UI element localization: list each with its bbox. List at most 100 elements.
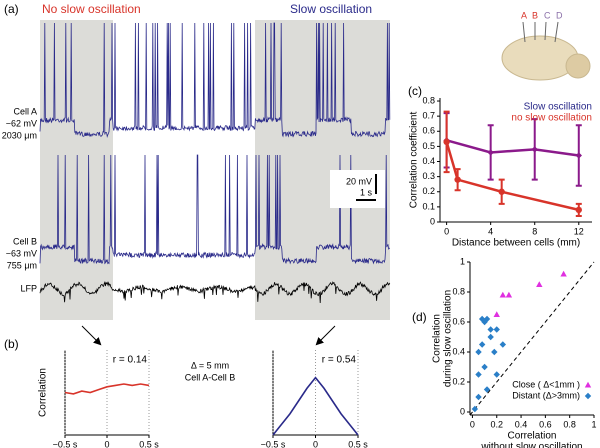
x-tick-label: 0.6 [539,419,552,429]
x-tick-label: 0.5 s [348,439,368,448]
point [498,188,505,195]
point [487,333,494,341]
line [445,141,580,212]
x-tick-label: 4 [488,226,493,236]
x-axis-label: Distance between cells (mm) [452,238,580,249]
point [483,386,491,393]
point [481,363,488,371]
y-tick-label: 0.5 [422,141,435,151]
y-tick-label: 0.8 [422,95,435,105]
x-axis-label: without slow oscillation [480,442,582,448]
point [475,393,482,401]
electrode-label: B [532,10,538,20]
x-axis-label: Correlation [508,431,557,442]
cell-label: −63 mV [6,248,37,258]
trace [39,22,391,139]
brain [501,35,579,81]
x-tick-label: 12 [574,226,584,236]
y-tick-label: 0 [460,406,465,416]
delta-label: Δ = 5 mm [191,360,229,370]
y-tick-label: 0.4 [422,156,435,166]
point [493,326,500,333]
cell-label: 755 μm [7,260,37,270]
x-tick-label: 0 [444,226,449,236]
x-tick-label: 0 [104,439,109,448]
x-tick-label: 0 [470,419,475,429]
y-tick-label: 1 [460,256,465,266]
point [560,270,567,277]
x-tick-label: 1 [591,419,596,429]
point [487,149,494,156]
x-tick-label: 0.2 [490,419,503,429]
y-tick-label: 0.6 [422,126,435,136]
point [491,348,498,356]
electrode-label: A [521,10,527,20]
electrode [554,21,559,43]
y-tick-label: 0.2 [422,186,435,196]
y-tick-label: 0.1 [422,201,435,211]
arrow [81,325,102,346]
x-tick-label: 0 [313,439,318,448]
x-tick-label: 0.5 s [139,439,159,448]
y-axis-label: Correlation [38,368,49,417]
point [475,348,482,356]
x-tick-label: −0.5 s [53,439,78,448]
point [505,291,513,298]
arrow [315,325,336,346]
point [483,315,491,323]
line [446,139,579,157]
legend-marker [584,392,592,400]
electrode-label: D [556,10,563,20]
line [272,376,359,436]
y-tick-label: 0.6 [452,316,465,326]
delta-label: Cell A-Cell B [185,372,236,382]
panel-label: (c) [408,84,422,98]
point [443,138,450,146]
point [499,291,507,298]
scale-label: 20 mV [346,176,372,186]
legend-marker [584,381,592,388]
point [478,315,486,323]
electrode-label: C [544,10,551,20]
point [575,152,582,159]
scale-label: 1 s [360,187,373,197]
y-axis-label: Correlation [432,314,443,363]
trace [39,280,391,304]
lfp-label: LFP [20,283,37,293]
point [499,341,507,348]
traces [39,22,391,304]
annotation: r = 0.14 [113,355,148,366]
y-tick-label: 0.8 [452,286,465,296]
panel-label: (a) [4,2,19,16]
shade [40,20,113,320]
line [64,383,150,395]
point [454,176,461,183]
x-tick-label: 0.8 [563,419,576,429]
point [575,206,582,214]
electrode [544,21,547,41]
trace [39,154,391,265]
legend-label: Close ( Δ<1mm ) [512,379,580,389]
x-tick-label: −0.5 s [261,439,286,448]
panel-label: (d) [412,310,427,324]
point [493,311,500,318]
legend-label: Distant (Δ>3mm) [512,390,580,400]
legend-label: no slow oscillation [511,113,592,124]
condition-label: No slow oscillation [42,2,141,16]
point [531,146,538,153]
y-tick-label: 0.7 [422,111,435,121]
y-axis-label: Correlation coefficient [409,112,420,209]
y-tick-label: 0.4 [452,346,465,356]
electrode [522,21,526,43]
cell-label: −62 mV [6,118,37,128]
cerebellum [565,53,591,79]
y-axis-label: during slow oscillation [443,290,454,387]
point [478,341,486,348]
point [475,371,482,378]
annotation: r = 0.54 [322,355,357,366]
y-tick-label: 0.2 [452,376,465,386]
point [487,326,494,333]
point [471,405,479,413]
